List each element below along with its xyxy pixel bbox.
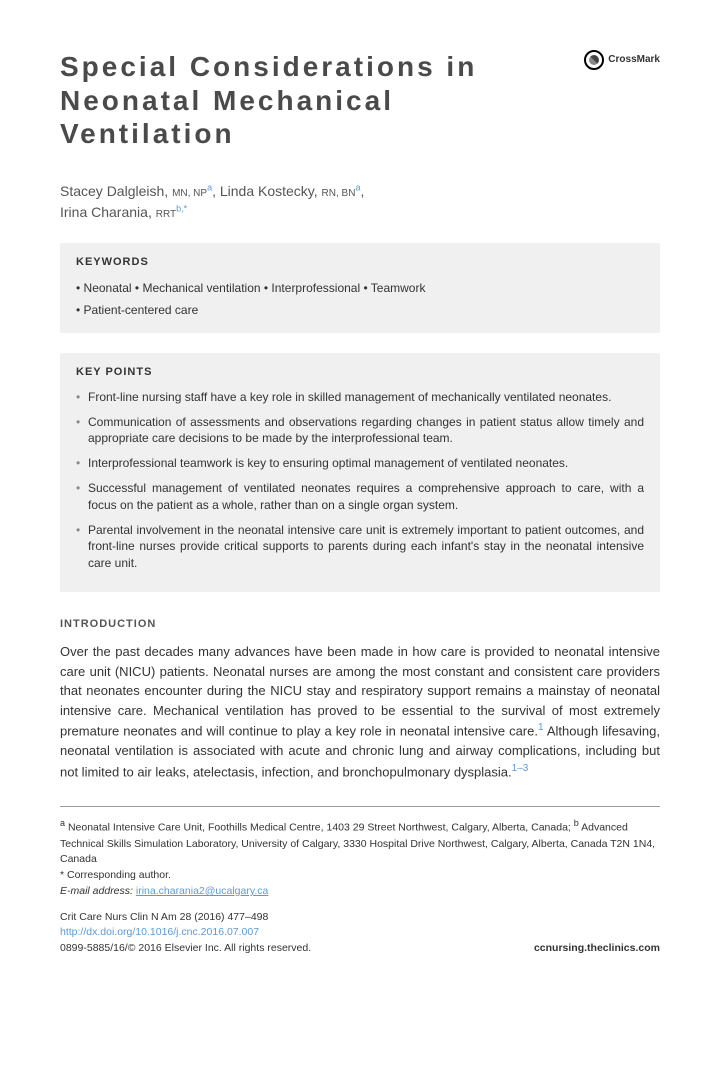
keypoints-box: KEY POINTS Front-line nursing staff have… <box>60 353 660 592</box>
citation-link[interactable]: 1–3 <box>512 763 529 774</box>
journal-site[interactable]: ccnursing.theclinics.com <box>534 941 660 957</box>
intro-heading: INTRODUCTION <box>60 617 660 632</box>
keywords-heading: KEYWORDS <box>76 255 644 270</box>
keypoint-item: Interprofessional teamwork is key to ens… <box>76 455 644 472</box>
email-link[interactable]: irina.charania2@ucalgary.ca <box>136 885 268 897</box>
keywords-list: • Neonatal • Mechanical ventilation • In… <box>76 278 644 321</box>
keypoint-item: Parental involvement in the neonatal int… <box>76 522 644 572</box>
keypoints-heading: KEY POINTS <box>76 365 644 380</box>
journal-ref: Crit Care Nurs Clin N Am 28 (2016) 477–4… <box>60 910 311 926</box>
article-title: Special Considerations in Neonatal Mecha… <box>60 50 510 151</box>
email-row: E-mail address: irina.charania2@ucalgary… <box>60 884 660 900</box>
copyright: 0899-5885/16/© 2016 Elsevier Inc. All ri… <box>60 941 311 957</box>
keypoints-list: Front-line nursing staff have a key role… <box>76 389 644 572</box>
footer-block: a Neonatal Intensive Care Unit, Foothill… <box>60 806 660 957</box>
keypoint-item: Successful management of ventilated neon… <box>76 480 644 514</box>
keypoint-item: Front-line nursing staff have a key role… <box>76 389 644 406</box>
author: Irina Charania, RRTb,* <box>60 204 187 220</box>
crossmark-icon <box>584 50 604 70</box>
doi-link[interactable]: http://dx.doi.org/10.1016/j.cnc.2016.07.… <box>60 926 259 938</box>
crossmark-badge[interactable]: CrossMark <box>584 50 660 70</box>
affiliations: a Neonatal Intensive Care Unit, Foothill… <box>60 817 660 868</box>
author: Stacey Dalgleish, MN, NPa <box>60 183 212 199</box>
intro-paragraph: Over the past decades many advances have… <box>60 642 660 781</box>
crossmark-label: CrossMark <box>608 53 660 67</box>
corresponding-note: * Corresponding author. <box>60 868 660 884</box>
author: Linda Kostecky, RN, BNa <box>220 183 361 199</box>
keywords-box: KEYWORDS • Neonatal • Mechanical ventila… <box>60 243 660 334</box>
keypoint-item: Communication of assessments and observa… <box>76 414 644 448</box>
authors-block: Stacey Dalgleish, MN, NPa, Linda Kosteck… <box>60 181 660 223</box>
